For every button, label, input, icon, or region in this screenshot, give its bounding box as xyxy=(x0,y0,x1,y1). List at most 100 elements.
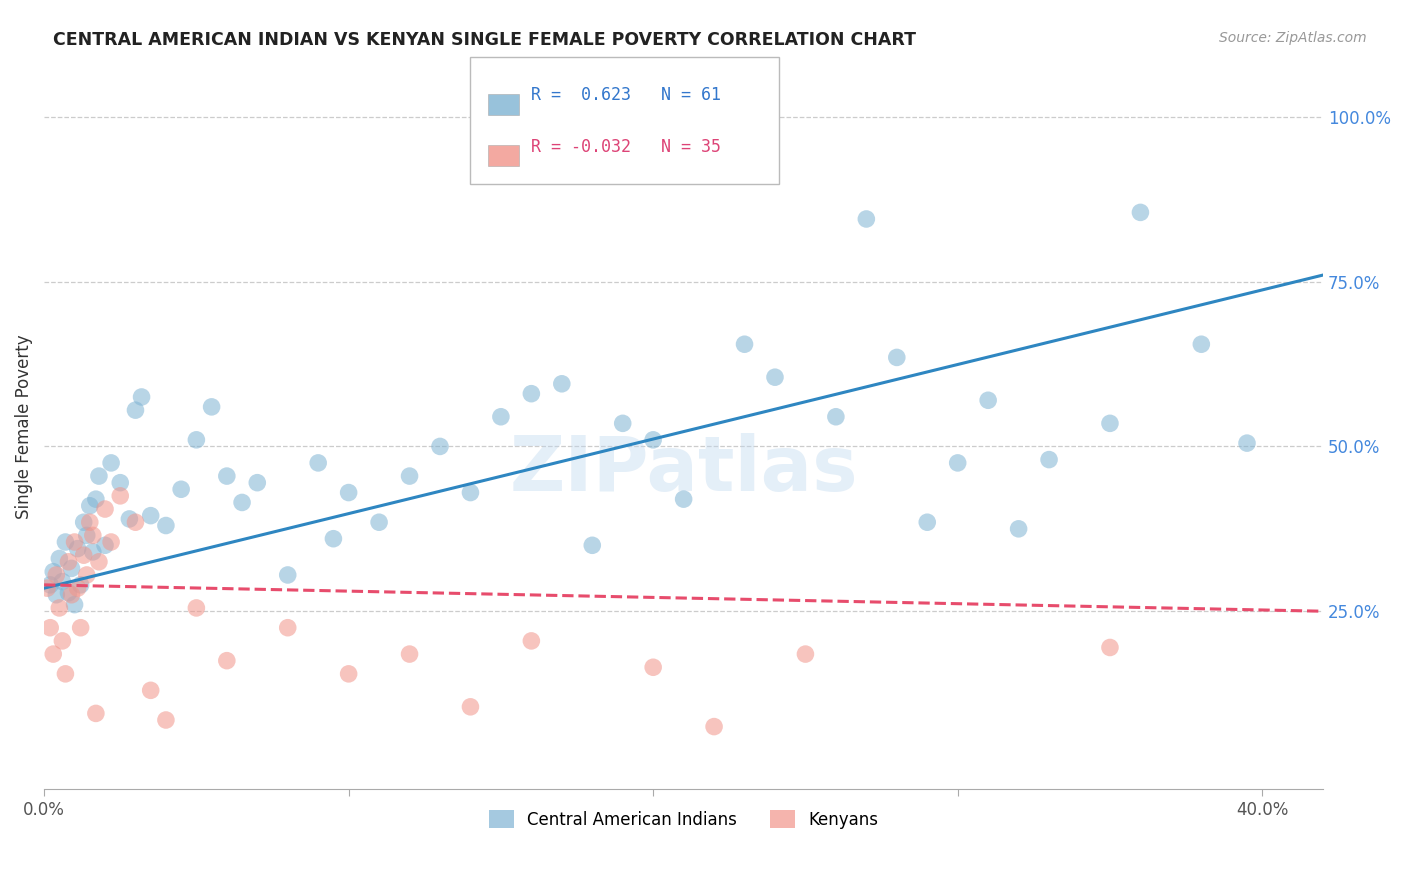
Point xyxy=(139,683,162,698)
Point xyxy=(66,541,89,556)
Point xyxy=(460,699,482,714)
Point xyxy=(277,568,299,582)
Point xyxy=(643,433,665,447)
Point xyxy=(643,660,665,674)
Point xyxy=(39,578,62,592)
Point xyxy=(915,515,938,529)
Point xyxy=(45,588,67,602)
Point xyxy=(612,417,634,431)
Point xyxy=(39,621,62,635)
Point xyxy=(231,495,253,509)
Point xyxy=(84,492,107,507)
Point xyxy=(1098,640,1121,655)
Point xyxy=(87,469,110,483)
Point xyxy=(139,508,162,523)
Point xyxy=(734,337,756,351)
Point xyxy=(51,574,73,589)
Point xyxy=(186,601,208,615)
Point xyxy=(215,654,238,668)
Point xyxy=(45,568,67,582)
Point xyxy=(110,489,132,503)
Point xyxy=(855,211,877,226)
Point xyxy=(581,538,603,552)
Point xyxy=(398,469,420,483)
Point xyxy=(73,515,96,529)
Text: CENTRAL AMERICAN INDIAN VS KENYAN SINGLE FEMALE POVERTY CORRELATION CHART: CENTRAL AMERICAN INDIAN VS KENYAN SINGLE… xyxy=(53,31,917,49)
Text: Source: ZipAtlas.com: Source: ZipAtlas.com xyxy=(1219,31,1367,45)
Point xyxy=(76,568,98,582)
Point xyxy=(368,515,391,529)
Point xyxy=(170,483,193,497)
Point xyxy=(51,633,73,648)
Point xyxy=(215,469,238,483)
Point xyxy=(82,528,104,542)
Point xyxy=(1236,436,1258,450)
Point xyxy=(69,578,91,592)
Point xyxy=(94,502,117,516)
Point xyxy=(489,409,512,424)
Point xyxy=(79,499,101,513)
Point xyxy=(55,666,77,681)
Point xyxy=(946,456,969,470)
Point xyxy=(66,581,89,595)
Point xyxy=(63,535,86,549)
Point xyxy=(48,601,70,615)
Point xyxy=(398,647,420,661)
Point xyxy=(520,386,543,401)
Point xyxy=(307,456,329,470)
Point xyxy=(100,535,122,549)
Point xyxy=(48,551,70,566)
Point xyxy=(124,515,146,529)
Point xyxy=(124,403,146,417)
Point xyxy=(322,532,344,546)
Point xyxy=(794,647,817,661)
Point xyxy=(429,439,451,453)
Point xyxy=(155,518,177,533)
Point xyxy=(277,621,299,635)
Point xyxy=(110,475,132,490)
Point xyxy=(520,633,543,648)
Y-axis label: Single Female Poverty: Single Female Poverty xyxy=(15,334,32,519)
Point xyxy=(886,351,908,365)
Point xyxy=(118,512,141,526)
Point xyxy=(58,555,80,569)
Point xyxy=(246,475,269,490)
Point xyxy=(977,393,1000,408)
Point xyxy=(337,666,360,681)
Point xyxy=(672,492,695,507)
Point xyxy=(42,565,65,579)
Legend: Central American Indians, Kenyans: Central American Indians, Kenyans xyxy=(482,804,886,835)
Point xyxy=(131,390,153,404)
Point xyxy=(825,409,848,424)
Text: R = -0.032   N = 35: R = -0.032 N = 35 xyxy=(530,138,720,156)
Point xyxy=(87,555,110,569)
Point xyxy=(186,433,208,447)
Point xyxy=(460,485,482,500)
Point xyxy=(79,515,101,529)
Point xyxy=(76,528,98,542)
Point xyxy=(58,586,80,600)
Point xyxy=(55,535,77,549)
Point xyxy=(703,110,725,124)
Point xyxy=(63,598,86,612)
Point xyxy=(1189,337,1212,351)
Point xyxy=(94,538,117,552)
Point xyxy=(82,545,104,559)
Point xyxy=(60,588,83,602)
Point xyxy=(337,485,360,500)
Point xyxy=(73,548,96,562)
Point xyxy=(703,720,725,734)
Point xyxy=(155,713,177,727)
Point xyxy=(551,376,574,391)
Point xyxy=(69,621,91,635)
Point xyxy=(60,561,83,575)
Text: R =  0.623   N = 61: R = 0.623 N = 61 xyxy=(530,86,720,103)
Point xyxy=(1038,452,1060,467)
Text: ZIPatlas: ZIPatlas xyxy=(509,434,858,508)
Point xyxy=(42,647,65,661)
Point xyxy=(1098,417,1121,431)
Point xyxy=(84,706,107,721)
Point xyxy=(100,456,122,470)
Point xyxy=(1129,205,1152,219)
Point xyxy=(1007,522,1029,536)
